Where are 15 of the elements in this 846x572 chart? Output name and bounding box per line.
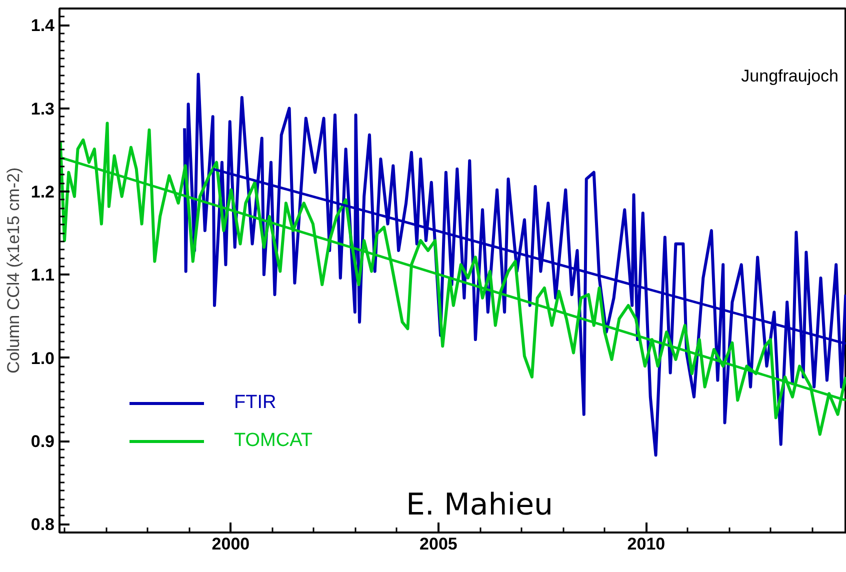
y-tick-label: 1.1	[30, 266, 55, 285]
y-tick-label: 0.8	[30, 515, 55, 534]
x-tick-label: 2005	[420, 534, 458, 554]
annotation: Jungfraujoch	[741, 66, 838, 86]
annotation: E. Mahieu	[406, 488, 554, 522]
y-tick-label: 1.0	[30, 348, 55, 368]
x-tick-label: 2000	[212, 534, 250, 554]
x-tick-label: 2010	[627, 534, 666, 554]
y-axis-title: Column CCl4 (x1e15 cm-2)	[4, 168, 23, 374]
y-tick-label: 0.9	[30, 432, 55, 452]
legend-label: TOMCAT	[234, 430, 312, 452]
y-tick-label: 1.2	[30, 182, 55, 202]
y-tick-label: 1.3	[30, 99, 55, 118]
y-tick-label: 1.4	[30, 16, 56, 36]
legend-label: FTIR	[234, 392, 276, 414]
